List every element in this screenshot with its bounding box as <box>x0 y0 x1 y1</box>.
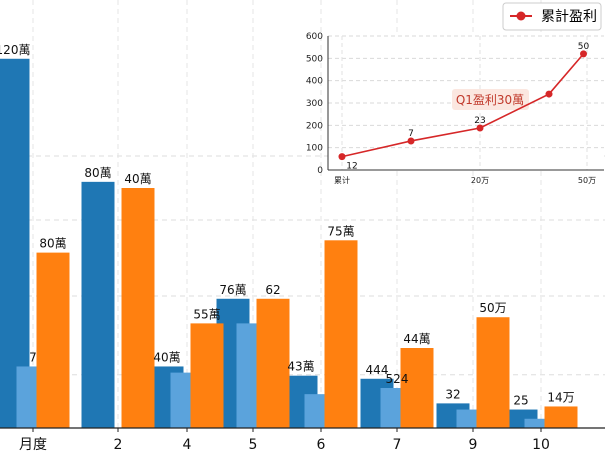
inset-y-tick-label: 600 <box>306 32 323 42</box>
inset-data-point <box>545 90 553 98</box>
bar-data-label: 14万 <box>547 390 574 404</box>
inset-data-point <box>407 137 415 145</box>
bar <box>121 188 155 428</box>
bar <box>81 181 115 428</box>
inset-y-tick-label: 400 <box>306 77 323 87</box>
inset-annotation-text: Q1盈利30萬 <box>456 93 524 107</box>
bar-data-label: 55萬 <box>193 307 220 321</box>
x-tick-label: 9 <box>469 437 478 453</box>
inset-y-tick-labels: 0 100 200 300 400 500 600 <box>306 32 323 176</box>
bar <box>524 418 558 428</box>
inset-y-tick-label: 0 <box>317 166 323 176</box>
bar-data-label: 524 <box>386 372 409 386</box>
inset-y-tick-label: 300 <box>306 99 323 109</box>
inset-x-tick-label: 50万 <box>578 176 596 185</box>
legend: 累計盈利 <box>502 2 602 31</box>
inset-point-label: 7 <box>408 129 414 139</box>
legend-label: 累計盈利 <box>541 9 597 25</box>
bar-data-label: 44萬 <box>403 332 430 346</box>
inset-series: 12 7 23 50 <box>338 42 590 172</box>
inset-x-tick-label: 累计 <box>334 175 350 185</box>
bar-data-label: 50万 <box>479 301 506 315</box>
bar <box>324 240 358 428</box>
bar-data-label: 40萬 <box>153 350 180 364</box>
bar <box>36 252 70 428</box>
inset-x-tick-labels: 累计 20万 50万 <box>334 175 596 185</box>
bar-data-label: 444 <box>366 363 389 377</box>
main-chart-bars <box>0 58 578 429</box>
bar-data-label: 43萬 <box>287 360 314 374</box>
bar <box>190 323 224 428</box>
x-tick-label: 6 <box>317 437 326 453</box>
inset-point-label: 23 <box>474 116 485 126</box>
inset-data-point <box>580 50 587 58</box>
bar-data-label: 62 <box>265 283 280 297</box>
inset-y-tick-label: 200 <box>306 121 323 131</box>
inset-annotation-box <box>452 89 529 110</box>
bar-data-label: 76萬 <box>219 283 246 297</box>
legend-box <box>502 2 602 31</box>
bar-data-label: 80萬 <box>84 166 111 180</box>
bar-data-label: 120萬 <box>0 43 30 57</box>
legend-point-marker <box>516 11 526 21</box>
x-tick-label: 10 <box>532 437 550 453</box>
bar-data-label: 40萬 <box>124 172 151 186</box>
bar <box>544 406 578 428</box>
x-tick-label: 2 <box>114 437 123 453</box>
x-tick-label: 5 <box>249 437 258 453</box>
inset-point-label: 12 <box>346 162 357 172</box>
bar-data-label: 7 <box>29 350 37 364</box>
inset-x-tick-label: 20万 <box>471 176 489 185</box>
inset-y-tick-label: 500 <box>306 54 323 64</box>
bar-data-label: 80萬 <box>39 237 66 251</box>
inset-annotation-group: Q1盈利30萬 <box>452 89 529 110</box>
inset-y-tick-label: 100 <box>306 144 323 154</box>
bar <box>400 348 434 428</box>
inset-data-point <box>476 124 484 132</box>
x-tick-label: 7 <box>393 437 402 453</box>
x-tick-label: 4 <box>183 437 192 453</box>
bar-data-label: 25 <box>513 394 528 408</box>
inset-point-label: 50 <box>578 42 590 52</box>
bar-data-label: 75萬 <box>327 224 354 238</box>
inset-line-chart: 0 100 200 300 400 500 600 累计 20万 50万 Q1盈利30萬 12 7… <box>306 32 604 185</box>
bar <box>256 298 290 428</box>
bar <box>476 317 510 428</box>
main-chart-data-labels: 120萬80萬40萬76萬43萬4443225752480萬40萬55萬6275… <box>0 43 575 408</box>
bar-data-label: 32 <box>445 387 460 401</box>
main-chart-x-tick-labels: 月度 2 4 5 6 7 9 10 <box>19 428 550 453</box>
x-tick-label: 月度 <box>19 437 47 453</box>
inset-data-point <box>338 153 346 161</box>
